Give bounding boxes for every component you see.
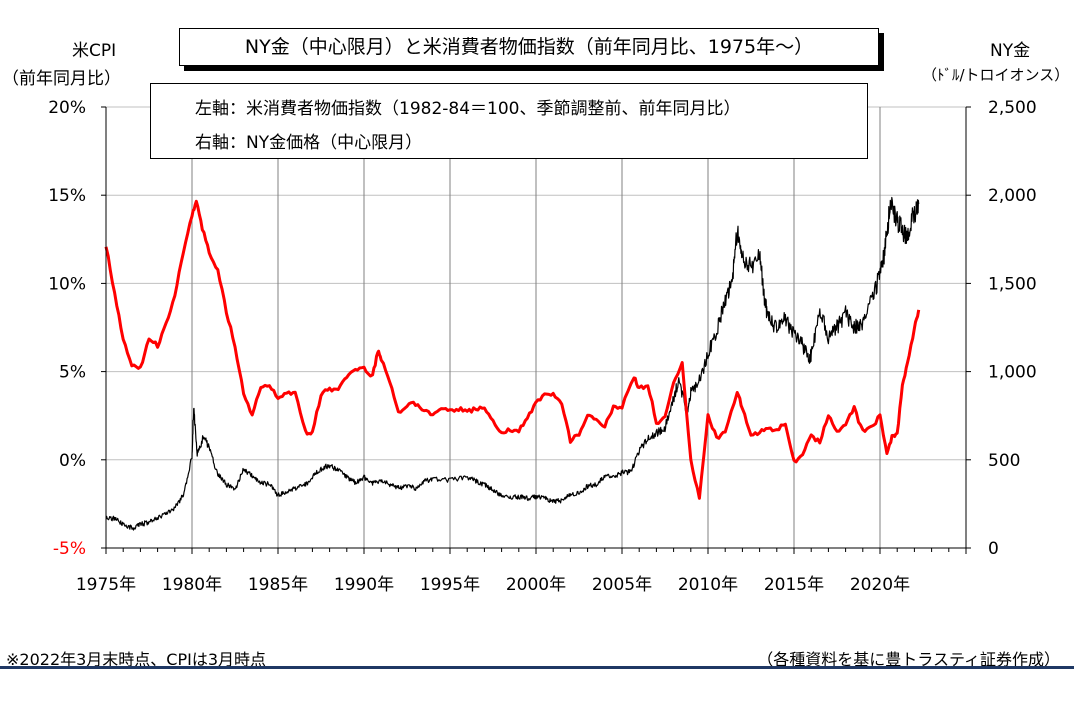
x-tick-label: 2000年 — [506, 575, 566, 595]
chart-title: NY金（中心限月）と米消費者物価指数（前年同月比、1975年～） — [179, 28, 879, 66]
y-left-tick-label: -5% — [53, 539, 86, 559]
y-right-tick-label: 0 — [988, 539, 999, 559]
legend-right-axis: 右軸：NY金価格（中心限月） — [195, 133, 423, 153]
footnote-source: （各種資料を基に豊トラスティ証券作成） — [757, 650, 1060, 669]
y-left-tick-label: 20% — [48, 98, 86, 118]
x-tick-label: 1990年 — [334, 575, 394, 595]
x-tick-label: 2010年 — [678, 575, 738, 595]
legend-box: 左軸：米消費者物価指数（1982-84＝100、季節調整前、前年同月比） 右軸：… — [150, 83, 868, 159]
cpi-series-layer — [104, 199, 921, 500]
right-axis-caption-line2: （ﾄﾞﾙ/トロイオンス） — [922, 66, 1070, 84]
x-tick-label: 1985年 — [248, 575, 308, 595]
x-tick-label: 1975年 — [76, 575, 136, 595]
y-left-tick-label: 15% — [48, 186, 86, 206]
x-tick-label: 1995年 — [420, 575, 480, 595]
legend-left-axis: 左軸：米消費者物価指数（1982-84＝100、季節調整前、前年同月比） — [195, 99, 741, 119]
tick-label-layer: 1975年 1980年 1985年 1990年 1995年 2000年 2005年 2010年… — [48, 98, 1036, 595]
x-tick-label: 2005年 — [592, 575, 652, 595]
y-right-tick-label: 2,500 — [988, 98, 1037, 118]
footnote-note: ※2022年3月末時点、CPIは3月時点 — [6, 650, 267, 669]
y-left-tick-label: 10% — [48, 274, 86, 294]
y-right-tick-label: 1,000 — [988, 363, 1037, 383]
bottom-rule — [0, 666, 1074, 669]
y-left-tick-label: 0% — [59, 451, 86, 471]
x-tick-label: 1980年 — [162, 575, 222, 595]
gold-series-layer — [105, 196, 920, 531]
cpi-series-line — [104, 199, 921, 500]
gold-series-line — [105, 196, 920, 531]
x-tick-label: 2015年 — [764, 575, 824, 595]
right-axis-caption-line1: NY金 — [990, 41, 1031, 61]
plot-frame-layer — [101, 106, 971, 554]
y-right-tick-label: 500 — [988, 451, 1020, 471]
left-axis-caption-line1: 米CPI — [72, 41, 117, 61]
left-axis-caption-line2: （前年同月比） — [2, 69, 121, 89]
x-tick-label: 2020年 — [850, 575, 910, 595]
y-left-tick-label: 5% — [59, 363, 86, 383]
y-right-tick-label: 1,500 — [988, 274, 1037, 294]
y-right-tick-label: 2,000 — [988, 186, 1037, 206]
